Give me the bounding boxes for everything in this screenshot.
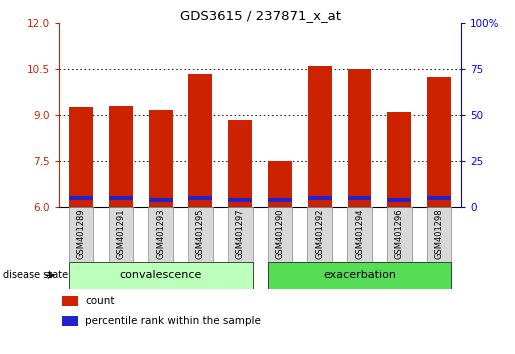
Text: GSM401296: GSM401296 (395, 208, 404, 259)
Bar (69, 207, 93, 262)
Text: count: count (85, 296, 115, 306)
Bar (387, 199, 411, 201)
Bar (149, 199, 173, 201)
Bar (427, 196, 451, 200)
Bar (427, 77, 451, 207)
Text: GSM401294: GSM401294 (355, 208, 364, 259)
Text: GSM401293: GSM401293 (156, 208, 165, 259)
Text: GSM401298: GSM401298 (435, 208, 443, 259)
Bar (188, 74, 212, 207)
Bar (148, 207, 173, 262)
Text: exacerbation: exacerbation (323, 270, 396, 280)
Title: GDS3615 / 237871_x_at: GDS3615 / 237871_x_at (180, 9, 340, 22)
Bar (228, 207, 252, 262)
Bar (188, 196, 212, 200)
Text: GSM401295: GSM401295 (196, 208, 205, 259)
Text: GSM401297: GSM401297 (236, 208, 245, 259)
Text: disease state: disease state (3, 270, 67, 280)
Bar (268, 199, 292, 201)
Bar (427, 207, 451, 262)
Bar (228, 120, 252, 207)
Bar (308, 196, 332, 200)
Text: GSM401290: GSM401290 (276, 208, 284, 259)
Text: convalescence: convalescence (119, 270, 202, 280)
Bar (109, 196, 133, 200)
Bar (69, 196, 93, 200)
Bar (188, 207, 213, 262)
Text: GSM401289: GSM401289 (77, 208, 85, 259)
Bar (62, 296, 77, 306)
Bar (62, 316, 77, 326)
Bar (149, 110, 173, 207)
Bar (268, 262, 451, 289)
Bar (109, 106, 133, 207)
Bar (348, 196, 371, 200)
Bar (307, 207, 332, 262)
Bar (69, 107, 93, 207)
Text: percentile rank within the sample: percentile rank within the sample (85, 316, 261, 326)
Bar (348, 69, 371, 207)
Bar (308, 66, 332, 207)
Bar (347, 207, 372, 262)
Text: GSM401291: GSM401291 (116, 208, 125, 259)
Bar (387, 112, 411, 207)
Bar (109, 207, 133, 262)
Bar (268, 161, 292, 207)
Text: GSM401292: GSM401292 (315, 208, 324, 259)
Bar (69, 262, 252, 289)
Bar (268, 207, 293, 262)
Bar (228, 198, 252, 201)
Bar (387, 207, 411, 262)
